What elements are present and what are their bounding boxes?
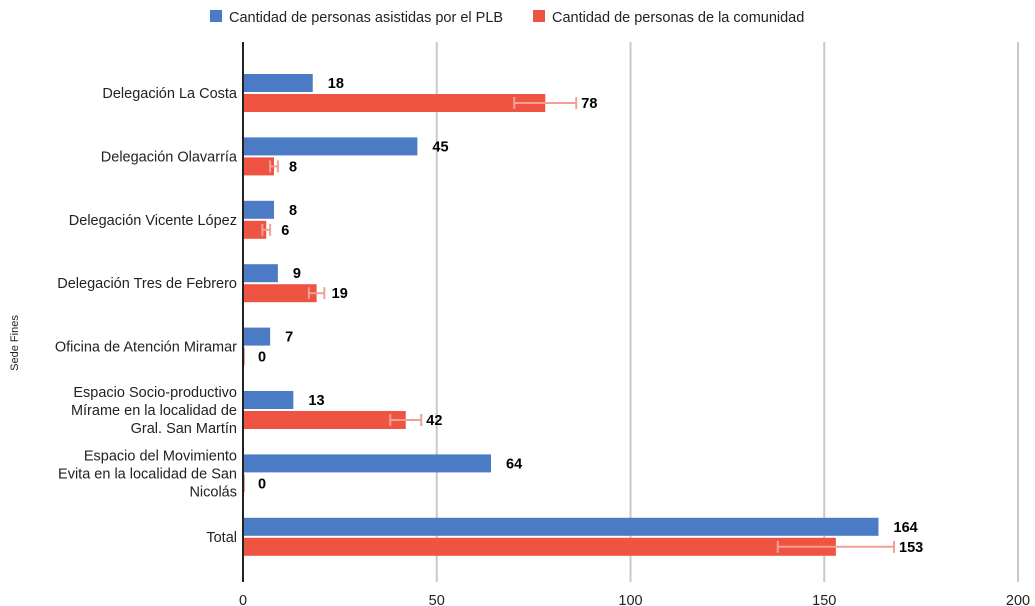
data-label: 0 bbox=[258, 476, 266, 492]
legend: Cantidad de personas asistidas por el PL… bbox=[210, 10, 804, 26]
bar-plb bbox=[243, 454, 491, 473]
data-label: 64 bbox=[506, 456, 522, 472]
data-label: 18 bbox=[328, 76, 344, 92]
bars bbox=[243, 74, 879, 556]
data-label: 45 bbox=[432, 139, 448, 155]
bar-comunidad bbox=[243, 94, 546, 112]
x-tick-label: 100 bbox=[618, 593, 642, 606]
legend-swatch-plb bbox=[210, 10, 222, 22]
y-axis-title: Sede Fines bbox=[9, 315, 21, 371]
error-bar bbox=[776, 540, 895, 553]
category-label: Delegación Olavarría bbox=[101, 149, 238, 165]
data-label: 19 bbox=[332, 286, 348, 302]
bar-comunidad bbox=[243, 284, 317, 303]
data-label: 8 bbox=[289, 159, 297, 175]
x-tick-label: 200 bbox=[1006, 593, 1030, 606]
category-label: Gral. San Martín bbox=[131, 421, 237, 437]
error-bar bbox=[269, 160, 279, 173]
category-label: Espacio del Movimiento bbox=[84, 448, 237, 464]
data-label: 153 bbox=[899, 540, 923, 556]
data-label: 8 bbox=[289, 203, 297, 219]
error-bar bbox=[513, 97, 578, 109]
data-label: 6 bbox=[281, 223, 289, 239]
data-label: 13 bbox=[308, 393, 324, 409]
x-tick-labels: 0 50 100 150 200 bbox=[239, 593, 1030, 606]
legend-label-plb: Cantidad de personas asistidas por el PL… bbox=[229, 10, 503, 26]
data-label: 9 bbox=[293, 266, 301, 282]
bar-comunidad bbox=[243, 411, 406, 429]
bar-plb bbox=[243, 200, 274, 219]
category-label: Oficina de Atención Miramar bbox=[55, 340, 237, 356]
bar-comunidad bbox=[243, 157, 274, 176]
error-bar bbox=[389, 414, 423, 426]
legend-swatch-comunidad bbox=[533, 10, 545, 22]
category-labels: Delegación La Costa Delegación Olavarría D… bbox=[55, 86, 238, 546]
x-tick-label: 150 bbox=[812, 593, 836, 606]
bar-plb bbox=[243, 74, 313, 92]
data-label: 7 bbox=[285, 330, 293, 346]
category-label: Espacio Socio-productivo bbox=[73, 385, 237, 401]
data-label: 0 bbox=[258, 350, 266, 366]
bar-comunidad bbox=[243, 220, 267, 239]
bar-plb bbox=[243, 391, 294, 409]
category-label: Delegación Tres de Febrero bbox=[57, 276, 237, 292]
data-label: 78 bbox=[581, 96, 597, 112]
error-bar bbox=[261, 223, 272, 236]
bar-comunidad bbox=[243, 537, 836, 556]
bar-plb bbox=[243, 137, 418, 156]
x-tick-label: 50 bbox=[429, 593, 445, 606]
gridlines bbox=[435, 42, 1019, 582]
bar-plb bbox=[243, 327, 271, 346]
category-label: Delegación Vicente López bbox=[69, 213, 237, 229]
error-bars bbox=[261, 97, 895, 553]
bar-plb bbox=[243, 264, 278, 283]
x-tick-label: 0 bbox=[239, 593, 247, 606]
legend-label-comunidad: Cantidad de personas de la comunidad bbox=[552, 10, 804, 26]
category-label: Mírame en la localidad de bbox=[71, 403, 237, 419]
category-label: Total bbox=[206, 530, 237, 546]
data-label: 42 bbox=[426, 413, 442, 429]
category-label: Nicolás bbox=[189, 484, 237, 500]
category-label: Delegación La Costa bbox=[102, 86, 238, 102]
bar-plb bbox=[243, 517, 879, 536]
category-label: Evita en la localidad de San bbox=[58, 466, 237, 482]
error-bar bbox=[307, 287, 326, 300]
data-label: 164 bbox=[894, 520, 918, 536]
